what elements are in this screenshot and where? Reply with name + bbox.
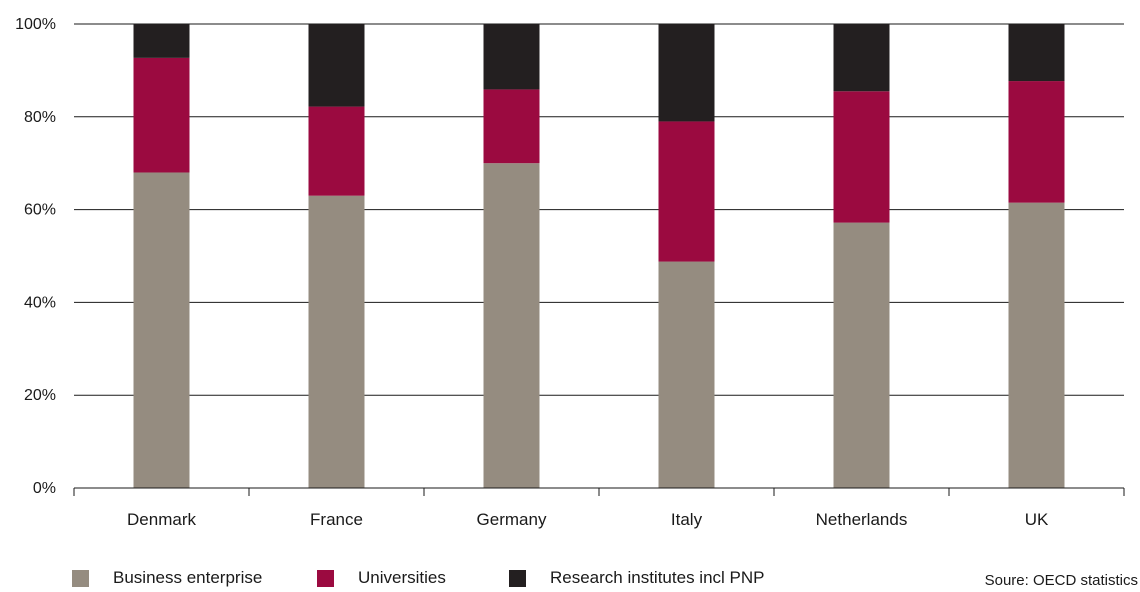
bar-segment xyxy=(833,91,890,223)
legend: Business enterprise Universities Researc… xyxy=(0,568,1140,592)
bar-segment xyxy=(833,222,890,489)
bar-segment xyxy=(658,24,715,122)
bar-segment xyxy=(833,24,890,92)
legend-label-universities: Universities xyxy=(358,568,446,587)
legend-item-universities: Universities xyxy=(317,568,446,588)
bars-group xyxy=(133,24,1065,489)
bar-segment xyxy=(308,106,365,196)
y-tick-label: 0% xyxy=(33,480,56,497)
bar-segment xyxy=(1008,81,1065,203)
y-tick-labels: 0% 20% 40% 60% 80% 100% xyxy=(15,16,56,497)
bar-segment xyxy=(658,261,715,488)
legend-swatch-business-enterprise xyxy=(72,569,89,587)
x-tick-label: France xyxy=(310,510,363,529)
y-tick-label: 100% xyxy=(15,16,56,33)
bar-segment xyxy=(308,24,365,107)
bar-segment xyxy=(1008,202,1065,488)
bar-segment xyxy=(483,24,540,90)
y-tick-label: 80% xyxy=(24,109,56,126)
legend-item-research-institutes: Research institutes incl PNP xyxy=(509,568,764,588)
bar-segment xyxy=(133,57,190,173)
legend-label-business-enterprise: Business enterprise xyxy=(113,568,263,587)
y-tick-label: 40% xyxy=(24,294,56,311)
x-tick-labels: Denmark France Germany Italy Netherlands UK xyxy=(127,510,1049,529)
legend-swatch-universities xyxy=(317,569,334,587)
bar-segment xyxy=(1008,24,1065,82)
source-note: Soure: OECD statistics xyxy=(984,572,1138,589)
x-axis xyxy=(73,487,1125,496)
legend-label-research-institutes: Research institutes incl PNP xyxy=(550,568,765,587)
bar-segment xyxy=(308,195,365,488)
x-tick-label: Netherlands xyxy=(816,510,908,529)
legend-swatch-research-institutes xyxy=(509,569,526,587)
legend-item-business-enterprise: Business enterprise xyxy=(72,568,262,588)
x-tick-label: Italy xyxy=(671,510,703,529)
gridlines xyxy=(74,23,1124,396)
y-tick-label: 60% xyxy=(24,202,56,219)
x-tick-label: Denmark xyxy=(127,510,196,529)
y-tick-label: 20% xyxy=(24,387,56,404)
bar-segment xyxy=(658,121,715,262)
x-tick-label: UK xyxy=(1025,510,1049,529)
bar-segment xyxy=(483,89,540,164)
bar-segment xyxy=(133,24,190,58)
bar-segment xyxy=(483,163,540,488)
bar-segment xyxy=(133,172,190,489)
x-tick-label: Germany xyxy=(477,510,547,529)
